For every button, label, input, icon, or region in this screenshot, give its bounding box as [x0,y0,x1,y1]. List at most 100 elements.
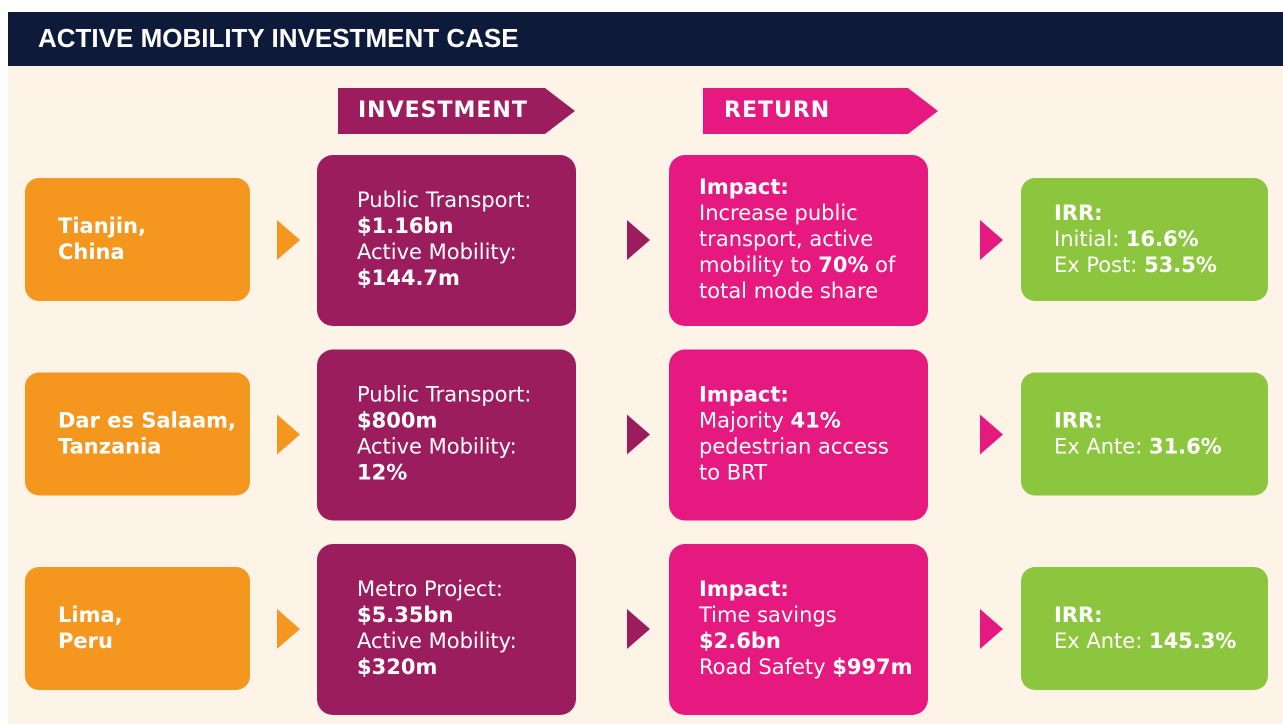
header-title: ACTIVE MOBILITY INVESTMENT CASE [38,23,519,53]
irr-box [1021,178,1268,301]
text-line: IRR: [1054,201,1103,225]
arrow [277,609,300,649]
text-line: 12% [357,461,407,485]
city-box [25,567,250,690]
text-segment: Road Safety [699,655,832,679]
city-name: Lima, [58,603,123,627]
arrow [627,220,650,260]
text-line: Metro Project: [357,577,503,601]
text-segment: 31.6% [1149,435,1222,459]
city-name: Dar es Salaam, [58,409,236,433]
text-segment: Metro Project: [357,577,503,601]
text-segment: $800m [357,409,437,433]
arrow [277,414,300,455]
arrow [980,220,1003,260]
text-segment: $2.6bn [699,629,781,653]
text-line: IRR: [1054,603,1103,627]
text-segment: 145.3% [1149,629,1236,653]
text-segment: $5.35bn [357,603,453,627]
text-segment: Time savings [698,603,837,627]
header-bar [8,12,1283,66]
text-line: Impact: [699,577,789,601]
text-line: Active Mobility: [357,629,517,653]
return-box [669,155,928,326]
text-segment: $997m [832,655,912,679]
text-segment: pedestrian access [699,435,889,459]
text-line: Impact: [699,175,789,199]
text-line: Road Safety $997m [699,655,913,679]
text-segment: to BRT [699,461,767,485]
text-line: Public Transport: [357,188,531,212]
text-segment: of [869,253,897,277]
text-segment: Ex Ante: [1054,435,1149,459]
text-line: Majority 41% [699,409,841,433]
text-line: Ex Ante: 145.3% [1054,629,1236,653]
text-line: mobility to 70% of [699,253,896,277]
text-segment: Public Transport: [357,188,531,212]
text-line: $2.6bn [699,629,781,653]
irr-box [1021,372,1268,496]
investment-box [317,155,576,326]
text-line: Active Mobility: [357,435,517,459]
text-line: Active Mobility: [357,240,517,264]
text-line: Ex Post: 53.5% [1054,253,1217,277]
text-line: transport, active [699,227,873,251]
text-segment: total mode share [699,279,878,303]
text-segment: Majority [699,409,790,433]
text-segment: mobility to [699,253,818,277]
text-segment: $320m [357,655,437,679]
text-line: $5.35bn [357,603,453,627]
text-segment: 70% [818,253,868,277]
text-segment: 41% [790,409,840,433]
text-line: pedestrian access [699,435,889,459]
text-line: $1.16bn [357,214,453,238]
arrow [627,414,650,455]
arrow [980,414,1003,455]
text-line: Time savings [698,603,837,627]
column-header: RETURN [724,98,830,123]
text-segment: Increase public [699,201,858,225]
text-line: Public Transport: [357,383,531,407]
text-line: total mode share [699,279,878,303]
text-segment: IRR: [1054,603,1103,627]
text-segment: 53.5% [1144,253,1217,277]
text-line: to BRT [699,461,767,485]
city-box [25,178,250,301]
irr-box [1021,567,1268,690]
return-box [669,349,928,521]
return-banner [703,88,938,134]
text-line: IRR: [1054,409,1103,433]
column-header: INVESTMENT [358,98,528,123]
investment-box [317,544,576,715]
text-line: $320m [357,655,437,679]
text-line: Ex Ante: 31.6% [1054,435,1222,459]
city-box [25,372,250,496]
city-name: Tianjin, [58,214,146,238]
text-segment: Impact: [699,175,789,199]
text-segment: Active Mobility: [357,629,517,653]
text-segment: Active Mobility: [357,435,517,459]
arrow [627,609,650,649]
arrow [980,609,1003,649]
city-name: China [58,240,125,264]
arrow [277,220,300,260]
city-name: Tanzania [58,435,161,459]
city-name: Peru [58,629,113,653]
text-segment: IRR: [1054,201,1103,225]
text-segment: transport, active [699,227,873,251]
text-segment: IRR: [1054,409,1103,433]
text-line: $144.7m [357,266,460,290]
text-segment: Ex Post: [1054,253,1144,277]
text-segment: Public Transport: [357,383,531,407]
text-segment: Ex Ante: [1054,629,1149,653]
text-line: Impact: [699,383,789,407]
text-segment: $144.7m [357,266,460,290]
text-segment: Initial: [1054,227,1126,251]
investment-box [317,349,576,521]
text-segment: Impact: [699,577,789,601]
text-segment: 12% [357,461,407,485]
text-line: Initial: 16.6% [1054,227,1199,251]
text-segment: Active Mobility: [357,240,517,264]
return-box [669,544,928,715]
